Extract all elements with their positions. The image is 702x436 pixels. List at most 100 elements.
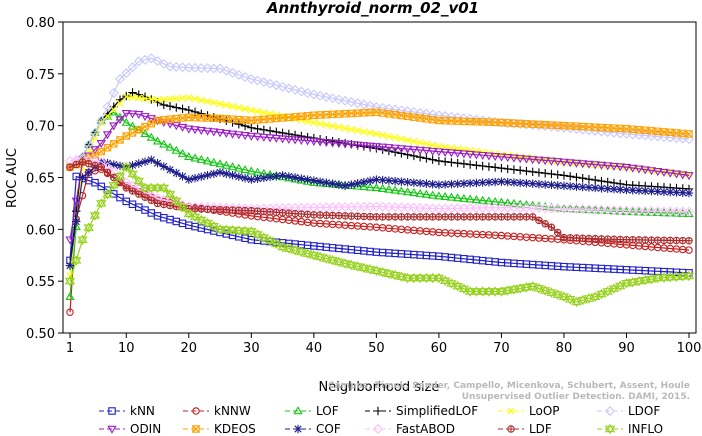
legend-item-inflo: INFLO: [596, 421, 663, 436]
data-point: [177, 204, 188, 213]
data-point: [240, 132, 250, 141]
data-point: [140, 92, 150, 101]
x-tick-label: 100: [677, 341, 702, 356]
data-point: [172, 168, 181, 178]
data-point: [566, 122, 574, 130]
data-point: [507, 424, 515, 433]
data-point: [335, 110, 343, 118]
data-point: [396, 273, 407, 282]
data-point: [253, 116, 262, 124]
data-point: [278, 171, 287, 180]
data-point: [592, 235, 599, 242]
data-point: [102, 191, 113, 200]
data-point: [679, 129, 687, 138]
data-point: [347, 109, 355, 118]
data-point: [684, 172, 694, 181]
data-point: [658, 272, 670, 281]
data-point: [166, 202, 174, 209]
data-point: [192, 406, 200, 415]
data-point: [110, 140, 118, 148]
data-point: [116, 99, 124, 107]
data-point: [122, 93, 130, 101]
data-point: [573, 234, 580, 242]
series-knn: [66, 172, 693, 277]
data-point: [602, 205, 613, 216]
data-point: [672, 188, 681, 197]
data-point: [373, 423, 383, 434]
data-point: [277, 81, 288, 92]
data-point: [378, 175, 387, 185]
data-point: [354, 126, 362, 135]
data-point: [247, 106, 255, 114]
data-point: [77, 236, 88, 245]
data-point: [293, 405, 303, 414]
data-point: [477, 286, 488, 295]
data-point: [354, 213, 361, 220]
data-point: [483, 286, 495, 295]
data-point: [402, 145, 413, 154]
data-point: [198, 205, 205, 213]
series-odin: [65, 109, 694, 245]
y-tick-label: 0.55: [26, 275, 55, 290]
data-point: [297, 174, 306, 183]
data-point: [128, 93, 137, 101]
data-point: [372, 144, 381, 153]
data-point: [652, 272, 663, 282]
data-point: [184, 125, 194, 134]
data-point: [441, 213, 449, 221]
data-point: [553, 203, 563, 212]
data-point: [352, 263, 363, 272]
data-point: [72, 206, 81, 216]
data-point: [565, 159, 575, 168]
data-point: [571, 159, 582, 168]
data-point: [509, 198, 519, 207]
data-point: [139, 184, 151, 194]
data-point: [648, 236, 655, 244]
data-point: [427, 274, 438, 284]
data-point: [209, 157, 219, 166]
legend-label: kNNW: [214, 403, 251, 418]
data-point: [246, 74, 257, 84]
data-point: [421, 108, 432, 119]
data-point: [323, 212, 330, 219]
data-point: [240, 173, 250, 183]
data-point: [284, 135, 294, 144]
data-point: [477, 288, 488, 297]
data-point: [327, 93, 338, 104]
data-point: [329, 212, 336, 219]
data-point: [423, 213, 430, 221]
data-point: [529, 213, 536, 221]
data-point: [609, 184, 619, 194]
data-point: [496, 286, 507, 295]
data-point: [415, 188, 425, 197]
data-point: [435, 116, 443, 125]
data-point: [554, 121, 562, 129]
data-point: [653, 168, 663, 177]
data-point: [415, 179, 425, 188]
data-point: [359, 182, 369, 191]
data-point: [278, 114, 287, 122]
data-point: [148, 197, 155, 204]
legend-item-loop: LoOP: [497, 403, 560, 418]
data-point: [340, 140, 350, 149]
data-point: [440, 157, 450, 166]
data-point: [396, 202, 407, 213]
data-point: [604, 124, 612, 132]
data-point: [591, 123, 599, 131]
data-point: [685, 246, 693, 254]
data-point: [609, 162, 619, 171]
data-point: [447, 158, 456, 167]
series-layer: [64, 53, 695, 317]
data-point: [315, 138, 325, 147]
y-tick-label: 0.70: [26, 120, 55, 135]
data-point: [309, 137, 319, 147]
data-point: [671, 271, 682, 281]
data-point: [527, 283, 538, 292]
data-point: [146, 53, 157, 64]
data-point: [135, 190, 142, 198]
data-point: [409, 188, 419, 197]
data-point: [415, 146, 425, 155]
data-point: [329, 110, 337, 118]
x-axis-label: Neighborhood size: [319, 380, 440, 395]
data-point: [642, 236, 649, 244]
